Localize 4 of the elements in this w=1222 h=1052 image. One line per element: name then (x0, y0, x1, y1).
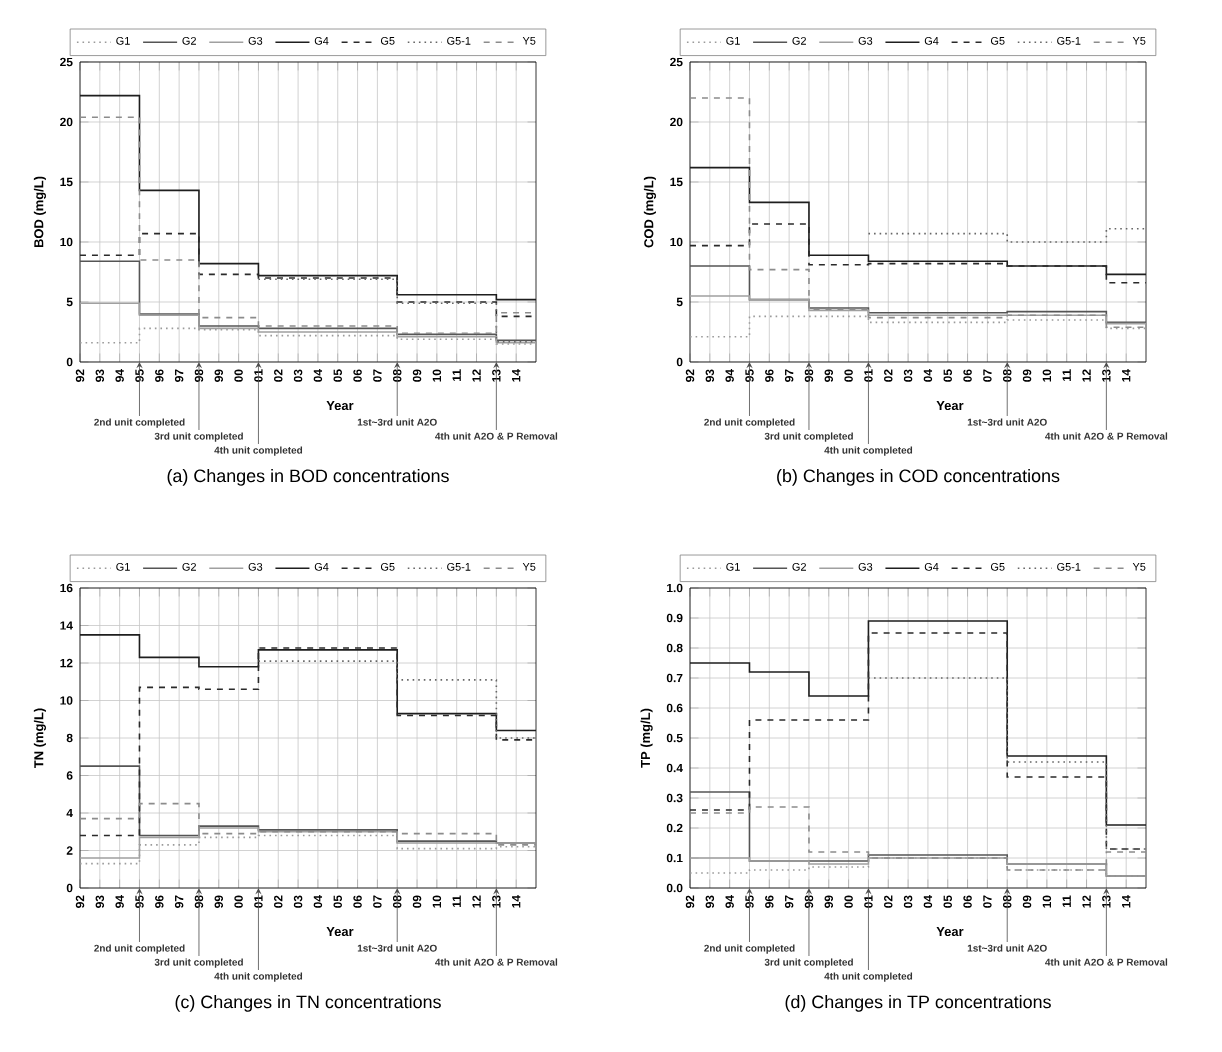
text: (c) Changes in TN concentrations (175, 995, 441, 1012)
text: (a) Changes in BOD concentrations (167, 469, 449, 486)
text: (b) Changes in COD concentrations (777, 469, 1060, 486)
text: (d) Changes in TP concentrations (785, 995, 1051, 1012)
